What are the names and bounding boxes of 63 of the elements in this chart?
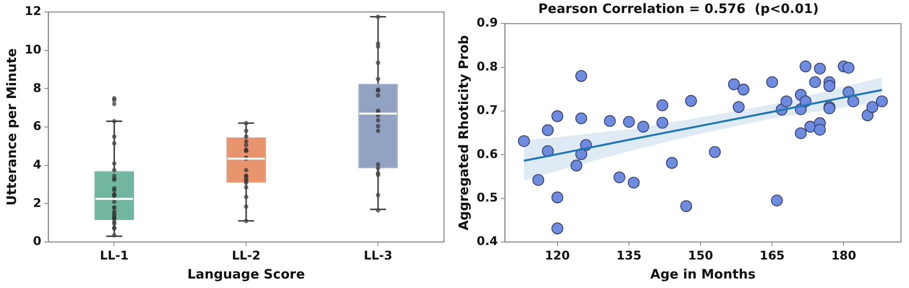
point [623,116,635,128]
y-tick-label: 6 [32,119,42,134]
point [862,109,874,122]
point [876,95,888,108]
point [794,127,807,140]
point [800,60,812,72]
y-tick-label: 0 [32,234,42,248]
y-tick-label: 10 [24,42,42,56]
x-tick-label: 150 [688,248,714,262]
point [551,222,564,234]
point [628,176,640,188]
y-tick-label: 2 [32,196,42,210]
point [551,110,564,122]
x-tick-label: LL-3 [364,248,392,262]
point [570,160,582,172]
point [824,80,836,92]
y-tick-label: 12 [24,4,42,18]
y-axis-title: Utterance per Minute [5,48,20,206]
point [780,95,792,108]
point [542,124,554,136]
point [551,192,564,204]
y-tick-label: 0.8 [476,59,498,74]
x-axis-title: Age in Months [650,268,756,283]
y-tick-label: 0.5 [476,190,498,204]
y-axis-title: Aggregated Rhoticity Prob [457,35,472,230]
point [842,62,854,74]
x-tick-label: 180 [831,248,856,262]
point [532,174,544,186]
x-tick-label: 135 [616,248,642,262]
point [656,116,668,129]
x-tick-label: LL-1 [100,248,129,262]
point [680,200,692,212]
point [614,171,626,184]
point [814,124,826,136]
x-tick-label: 165 [760,248,785,262]
y-tick-label: 0.4 [476,234,498,248]
y-tick-label: 4 [32,157,42,172]
point [847,95,860,108]
point [732,101,745,113]
point [685,95,697,107]
point [666,157,678,169]
point [575,112,588,124]
y-tick-label: 0.9 [476,16,498,30]
point [708,146,721,158]
y-tick-label: 0.7 [476,103,498,118]
point [866,101,878,113]
x-tick-label: 120 [544,248,570,262]
point [809,76,821,88]
y-tick-label: 8 [32,80,42,95]
point [814,62,826,74]
point [575,70,588,82]
point [604,115,616,127]
point [656,99,668,112]
x-tick-label: LL-2 [232,248,260,262]
chart-title: Pearson Correlation = 0.576 (p<0.01) [538,2,819,18]
point [518,135,530,147]
point [771,194,783,206]
point [766,76,778,88]
x-axis-title: Language Score [187,268,306,283]
point [637,120,650,133]
point [738,84,750,96]
point [728,78,740,90]
y-tick-label: 0.6 [476,146,498,161]
